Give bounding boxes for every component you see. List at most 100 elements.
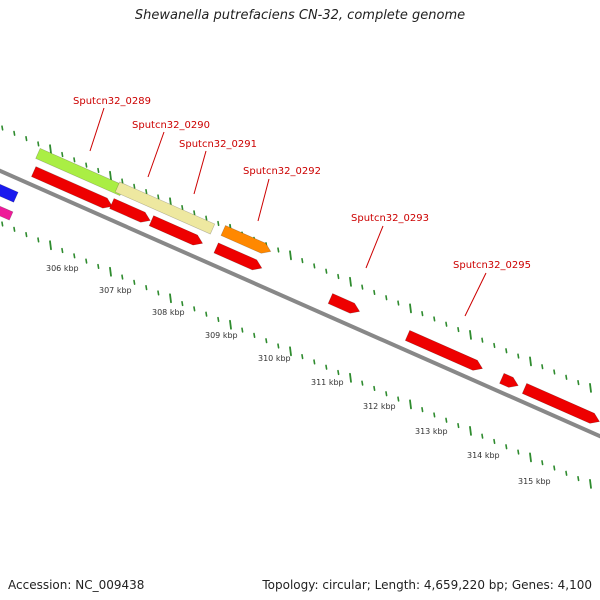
inner-tick-minor — [121, 274, 124, 280]
inner-tick-minor — [277, 343, 280, 349]
outer-tick-minor — [385, 295, 388, 301]
outer-tick-minor — [37, 141, 40, 147]
label-leader-line — [464, 272, 487, 317]
label-leader-line — [193, 150, 207, 195]
map-title: Shewanella putrefaciens CN-32, complete … — [134, 8, 466, 23]
inner-tick-minor — [517, 449, 520, 455]
outer-tick-minor — [313, 263, 316, 269]
inner-tick-major — [49, 240, 52, 251]
gene-label-0295: Sputcn32_0295 — [453, 260, 531, 271]
label-leaders — [89, 107, 487, 317]
outer-tick-minor — [433, 316, 436, 322]
tick-label-307: 307 kbp — [99, 286, 132, 295]
outer-tick-minor — [397, 300, 400, 306]
cds-arrow-2 — [109, 198, 151, 223]
outer-tick-minor — [481, 337, 484, 343]
outer-tick-major — [529, 356, 532, 367]
outer-tick-minor — [1, 125, 4, 131]
inner-tick-minor — [73, 253, 76, 259]
cds-arrow-3 — [148, 215, 204, 246]
tick-label-314: 314 kbp — [467, 451, 500, 460]
gene-lime-bar — [35, 147, 125, 197]
inner-tick-minor — [205, 311, 208, 317]
outer-tick-minor — [301, 257, 304, 264]
inner-tick-minor — [397, 396, 400, 402]
tick-label-312: 312 kbp — [363, 402, 396, 411]
gene-label-0291: Sputcn32_0291 — [179, 139, 257, 150]
inner-tick-minor — [565, 470, 568, 476]
outer-tick-major — [49, 144, 52, 155]
label-leader-line — [365, 225, 384, 269]
inner-tick-minor — [337, 369, 340, 376]
outer-tick-minor — [217, 220, 220, 227]
label-leader-line — [147, 131, 165, 178]
inner-tick-major — [229, 319, 232, 330]
inner-tick-minor — [481, 433, 484, 439]
inner-tick-major — [409, 399, 412, 410]
inner-tick-minor — [97, 263, 100, 270]
outer-tick-minor — [325, 268, 328, 274]
outer-tick-minor — [25, 136, 28, 142]
inner-tick-minor — [1, 221, 4, 227]
outer-tick-minor — [121, 178, 124, 184]
gene-pale-bar — [114, 181, 216, 235]
accession-text: Accession: NC_009438 — [8, 578, 145, 592]
tick-label-310: 310 kbp — [258, 354, 291, 363]
inner-tick-minor — [313, 359, 316, 365]
outer-tick-minor — [445, 321, 448, 327]
tick-label-306: 306 kbp — [46, 264, 79, 273]
inner-tick-major — [169, 293, 172, 304]
inner-tick-major — [529, 452, 532, 463]
cds-arrow-6 — [404, 329, 483, 371]
tick-label-315: 315 kbp — [518, 477, 551, 486]
inner-tick-minor — [541, 460, 544, 466]
inner-tick-major — [109, 266, 112, 277]
outer-tick-major — [469, 329, 472, 340]
inner-tick-minor — [421, 407, 424, 413]
inner-tick-minor — [37, 237, 40, 243]
inner-tick-minor — [325, 364, 328, 370]
inner-tick-minor — [145, 285, 148, 291]
cds-arrow-8 — [521, 382, 600, 424]
outer-tick-minor — [337, 273, 340, 280]
outer-tick-minor — [577, 379, 580, 386]
gene-label-0292: Sputcn32_0292 — [243, 166, 321, 177]
outer-tick-minor — [361, 284, 364, 290]
inner-tick-minor — [25, 232, 28, 238]
inner-tick-major — [349, 372, 352, 383]
outer-tick-minor — [193, 210, 196, 216]
inner-tick-minor — [577, 475, 580, 482]
gene-label-0289: Sputcn32_0289 — [73, 96, 151, 107]
inner-tick-minor — [373, 385, 376, 392]
gene-label-0290: Sputcn32_0290 — [132, 120, 210, 131]
outer-tick-major — [409, 303, 412, 314]
inner-tick-major — [589, 478, 592, 489]
inner-tick-minor — [133, 279, 136, 285]
genome-summary-text: Topology: circular; Length: 4,659,220 bp… — [262, 578, 592, 592]
tick-label-308: 308 kbp — [152, 308, 185, 317]
outer-tick-minor — [157, 194, 160, 200]
outer-tick-minor — [517, 353, 520, 359]
outer-tick-minor — [505, 348, 508, 354]
outer-tick-minor — [373, 289, 376, 296]
inner-tick-minor — [493, 438, 496, 445]
outer-tick-minor — [133, 183, 136, 189]
outer-tick-minor — [181, 204, 184, 211]
outer-tick-minor — [145, 189, 148, 195]
outer-tick-minor — [493, 342, 496, 349]
outer-tick-minor — [541, 364, 544, 370]
genome-backbone — [0, 168, 600, 439]
inner-tick-minor — [433, 412, 436, 418]
inner-tick-minor — [445, 417, 448, 423]
ruler-labels: 306 kbp 307 kbp 308 kbp 309 kbp 310 kbp … — [46, 264, 551, 486]
outer-tick-minor — [73, 157, 76, 163]
tick-label-311: 311 kbp — [311, 378, 344, 387]
cds-arrow-5 — [327, 293, 361, 314]
outer-tick-major — [589, 382, 592, 393]
inner-tick-minor — [505, 444, 508, 450]
inner-tick-minor — [241, 327, 244, 333]
inner-tick-major — [469, 425, 472, 436]
outer-tick-minor — [457, 326, 460, 333]
